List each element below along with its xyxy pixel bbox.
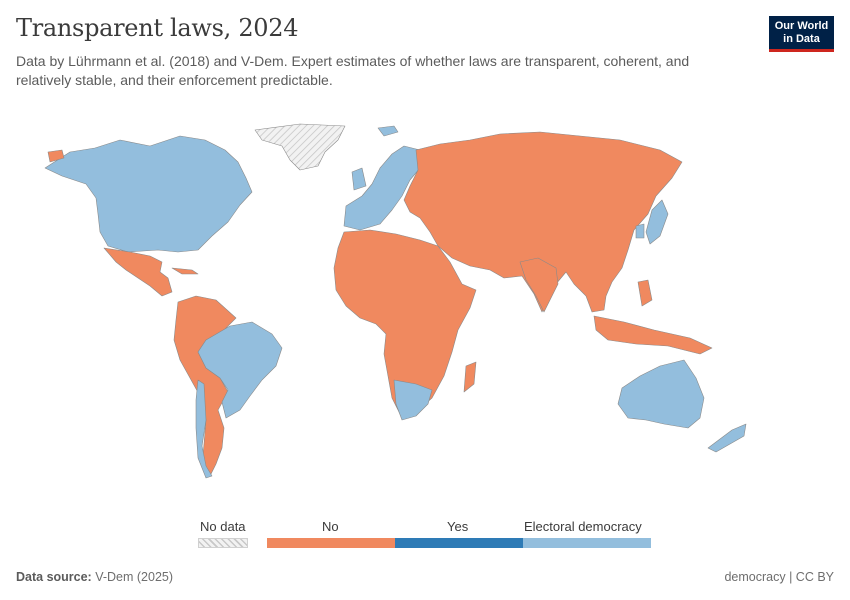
footer-source: Data source: V-Dem (2025) (16, 570, 173, 584)
region-greenland[interactable] (254, 123, 346, 171)
legend-yes-swatch[interactable] (395, 538, 523, 548)
region-alaska-tip[interactable] (47, 149, 65, 163)
region-uk[interactable] (351, 167, 367, 191)
region-korea[interactable] (635, 223, 645, 239)
owid-logo[interactable]: Our World in Data (769, 16, 834, 52)
region-iceland[interactable] (377, 125, 399, 137)
world-map[interactable] (0, 115, 850, 505)
region-russia-asia[interactable] (403, 131, 683, 313)
legend-no-swatch[interactable] (267, 538, 395, 548)
region-india[interactable] (519, 257, 559, 313)
logo-line-2: in Data (783, 33, 820, 45)
legend-democracy-swatch[interactable] (523, 538, 651, 548)
region-indonesia[interactable] (593, 315, 713, 355)
region-new-zealand[interactable] (707, 423, 747, 453)
region-japan[interactable] (645, 199, 669, 245)
logo-line-1: Our World (774, 20, 829, 32)
chart-subtitle: Data by Lührmann et al. (2018) and V-Dem… (16, 53, 690, 88)
region-philippines[interactable] (637, 279, 653, 307)
region-brazil[interactable] (197, 321, 283, 419)
footer-license[interactable]: democracy | CC BY (724, 570, 834, 584)
region-chile[interactable] (195, 379, 213, 479)
region-madagascar[interactable] (463, 361, 477, 393)
chart-title: Transparent laws, 2024 (16, 14, 299, 42)
legend-no-data-swatch (198, 538, 248, 548)
footer-source-value[interactable]: V-Dem (2025) (95, 570, 174, 584)
region-western-europe[interactable] (343, 145, 421, 231)
region-cuba[interactable] (171, 267, 199, 275)
legend-no-label: No (322, 519, 339, 534)
legend-yes-label: Yes (447, 519, 469, 534)
region-australia[interactable] (617, 359, 705, 429)
region-southern-africa[interactable] (393, 379, 433, 421)
region-north-america[interactable] (44, 135, 253, 253)
footer-source-label: Data source: (16, 570, 92, 584)
legend-democracy-label: Electoral democracy (524, 519, 642, 534)
region-mexico-central-america[interactable] (103, 247, 173, 297)
legend-no-data-label: No data (200, 519, 246, 534)
